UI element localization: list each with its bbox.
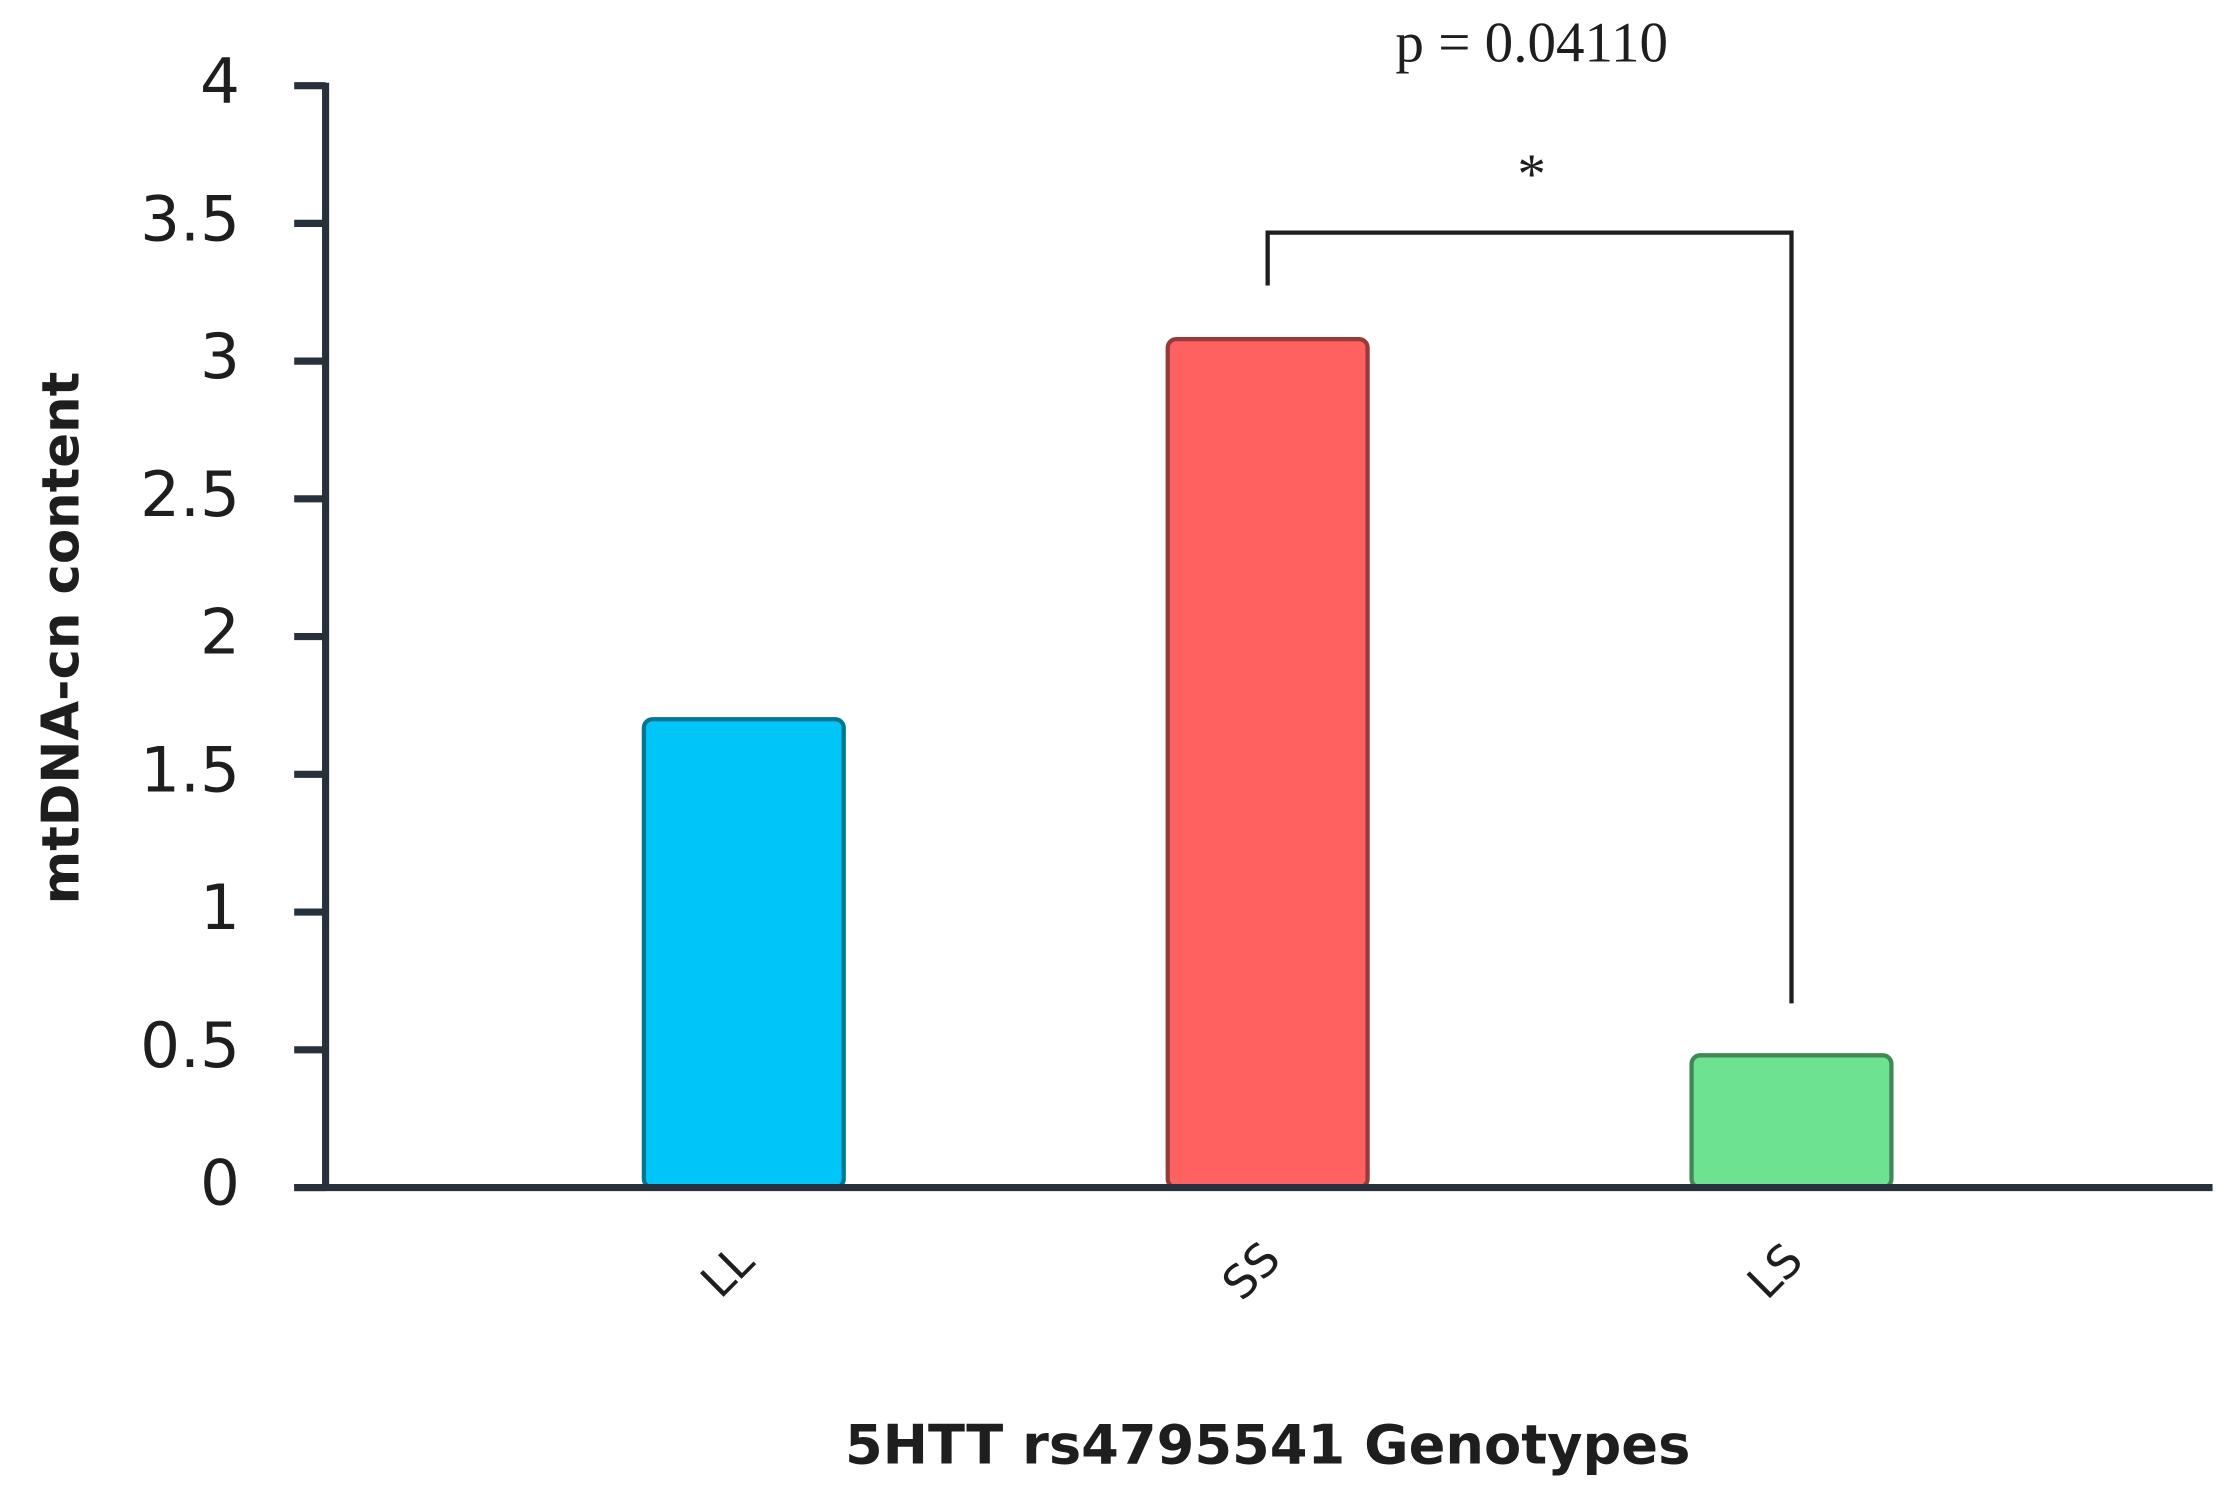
y-tick-label: 1 [200,871,240,944]
x-tick-label: SS [1212,1232,1290,1310]
significance-star: * [1517,143,1546,206]
significance-bracket [1265,230,1794,1004]
y-tick-label: 0 [200,1147,240,1220]
y-tick-label: 3.5 [140,182,240,255]
bar [1165,336,1370,1190]
y-tick-label: 4 [200,45,240,118]
y-tick-label: 2 [200,596,240,669]
bar [641,717,846,1190]
y-tick-label: 0.5 [140,1009,240,1082]
y-axis-title: mtDNA-cn content [31,372,91,905]
x-tick-label: LS [1737,1233,1813,1309]
p-value: p = 0.04110 [1395,12,1668,75]
y-tick-label: 3 [200,320,240,393]
y-tick-label: 2.5 [140,458,240,531]
x-tick-label: LL [691,1234,765,1308]
bar [1689,1053,1894,1190]
x-axis-title: 5HTT rs4795541 Genotypes [845,1413,1690,1476]
y-tick-label: 1.5 [140,733,240,806]
